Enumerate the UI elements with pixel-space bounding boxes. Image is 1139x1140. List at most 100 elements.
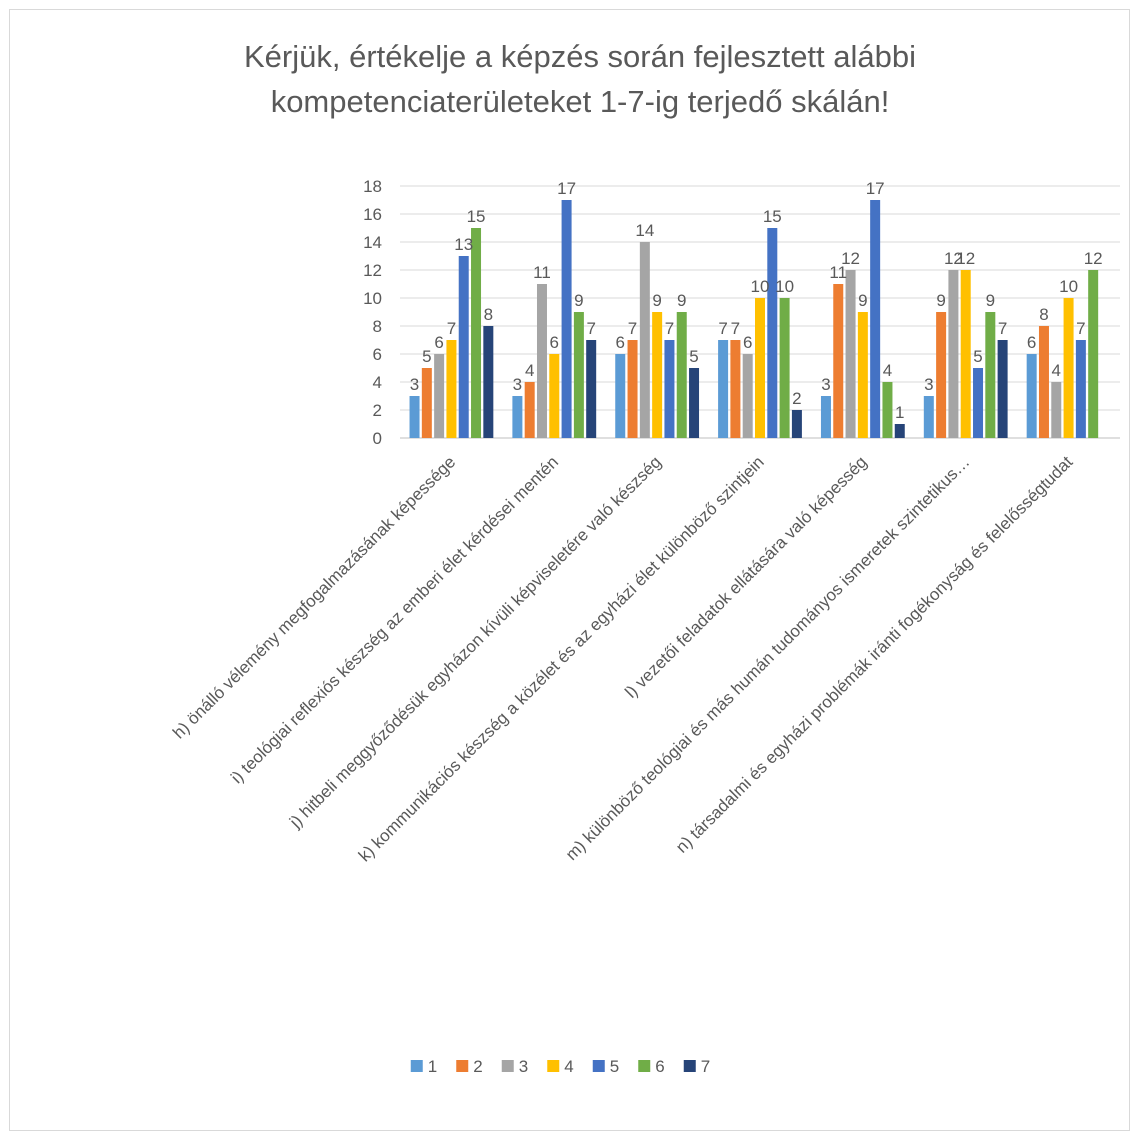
data-label: 3: [410, 375, 419, 394]
bar: [730, 340, 741, 438]
bar: [524, 382, 535, 438]
legend-swatch: [547, 1060, 560, 1072]
bar: [936, 312, 947, 438]
bar: [434, 354, 445, 438]
data-label: 6: [1027, 333, 1036, 352]
bar: [820, 396, 831, 438]
data-label: 4: [883, 361, 892, 380]
data-label: 9: [652, 291, 661, 310]
bar: [549, 354, 560, 438]
data-label: 7: [628, 319, 637, 338]
bar: [882, 382, 893, 438]
x-category-label: k) kommunikációs készség a közélet és az…: [355, 452, 768, 865]
x-category-label: j) hitbeli meggyőződésük egyházon kívüli…: [285, 452, 665, 832]
chart-title-line-1: Kérjük, értékelje a képzés során fejlesz…: [243, 39, 917, 74]
x-category-label: n) társadalmi és egyházi problémák iránt…: [672, 452, 1077, 857]
data-label: 12: [1084, 249, 1103, 268]
data-label: 10: [775, 277, 794, 296]
data-label: 8: [484, 305, 493, 324]
bar: [536, 284, 547, 438]
data-label: 6: [550, 333, 559, 352]
bar: [894, 424, 905, 438]
legend-label: 3: [519, 1057, 528, 1076]
data-label: 4: [1052, 361, 1061, 380]
data-label: 12: [956, 249, 975, 268]
legend-swatch: [592, 1060, 605, 1072]
y-tick-label: 10: [363, 289, 382, 308]
data-label: 7: [447, 319, 456, 338]
bar: [627, 340, 638, 438]
y-axis: 0 2 4 6 8 10 12 14 16 18: [363, 177, 382, 448]
legend: 1 2 3 4 5 6 7: [410, 1057, 710, 1076]
y-tick-label: 14: [363, 233, 382, 252]
bar: [483, 326, 494, 438]
legend-label: 6: [655, 1057, 664, 1076]
y-tick-label: 16: [363, 205, 382, 224]
bar: [586, 340, 597, 438]
bar: [923, 396, 934, 438]
data-label: 11: [533, 263, 551, 282]
data-label: 15: [763, 207, 782, 226]
data-label: 8: [1039, 305, 1048, 324]
bar: [973, 368, 984, 438]
bar: [446, 340, 457, 438]
bar: [985, 312, 996, 438]
data-label: 15: [467, 207, 486, 226]
data-label: 9: [986, 291, 995, 310]
legend-label: 5: [610, 1057, 619, 1076]
bar: [833, 284, 844, 438]
legend-label: 7: [701, 1057, 710, 1076]
chart-area: [9, 9, 1130, 1131]
bar: [845, 270, 856, 438]
y-tick-label: 6: [373, 345, 382, 364]
y-tick-label: 4: [373, 373, 382, 392]
data-label: 17: [866, 179, 885, 198]
bar: [652, 312, 663, 438]
legend-label: 4: [564, 1057, 573, 1076]
bar: [421, 368, 432, 438]
y-tick-label: 8: [373, 317, 382, 336]
bar: [1051, 382, 1062, 438]
bar: [1075, 340, 1086, 438]
bars: [409, 200, 1099, 438]
data-label: 9: [574, 291, 583, 310]
data-label: 9: [936, 291, 945, 310]
bar: [742, 354, 753, 438]
data-label: 10: [751, 277, 770, 296]
legend-swatch: [638, 1060, 651, 1072]
legend-label: 1: [428, 1057, 437, 1076]
bar: [409, 396, 420, 438]
x-category-label: l) vezetői feladatok ellátására való kép…: [621, 452, 870, 701]
data-label: 13: [454, 235, 473, 254]
x-axis: h) önálló vélemény megfogalmazásának kép…: [169, 452, 1076, 865]
bar: [689, 368, 700, 438]
bar: [948, 270, 959, 438]
chart-title-line-2: kompetenciaterületeket 1-7-ig terjedő sk…: [270, 84, 890, 119]
bar: [755, 298, 765, 438]
data-label: 10: [1059, 277, 1078, 296]
bar: [639, 242, 650, 438]
data-label: 4: [525, 361, 534, 380]
data-label: 7: [718, 319, 727, 338]
bar: [767, 228, 778, 438]
bar: [676, 312, 687, 438]
bar: [1063, 298, 1074, 438]
legend-swatch: [456, 1060, 469, 1072]
data-label: 3: [821, 375, 830, 394]
data-label: 6: [743, 333, 752, 352]
chart-title: Kérjük, értékelje a képzés során fejlesz…: [0, 34, 1139, 124]
data-label: 9: [858, 291, 867, 310]
bar: [664, 340, 675, 438]
data-label: 12: [841, 249, 860, 268]
legend-swatch: [410, 1060, 423, 1072]
data-label: 7: [665, 319, 674, 338]
bar: [458, 256, 469, 438]
legend-swatch: [501, 1060, 514, 1072]
data-label: 5: [973, 347, 982, 366]
bar: [960, 270, 971, 438]
data-label: 12: [944, 249, 963, 268]
bar: [471, 228, 482, 438]
data-label: 7: [1076, 319, 1085, 338]
data-label: 5: [689, 347, 698, 366]
